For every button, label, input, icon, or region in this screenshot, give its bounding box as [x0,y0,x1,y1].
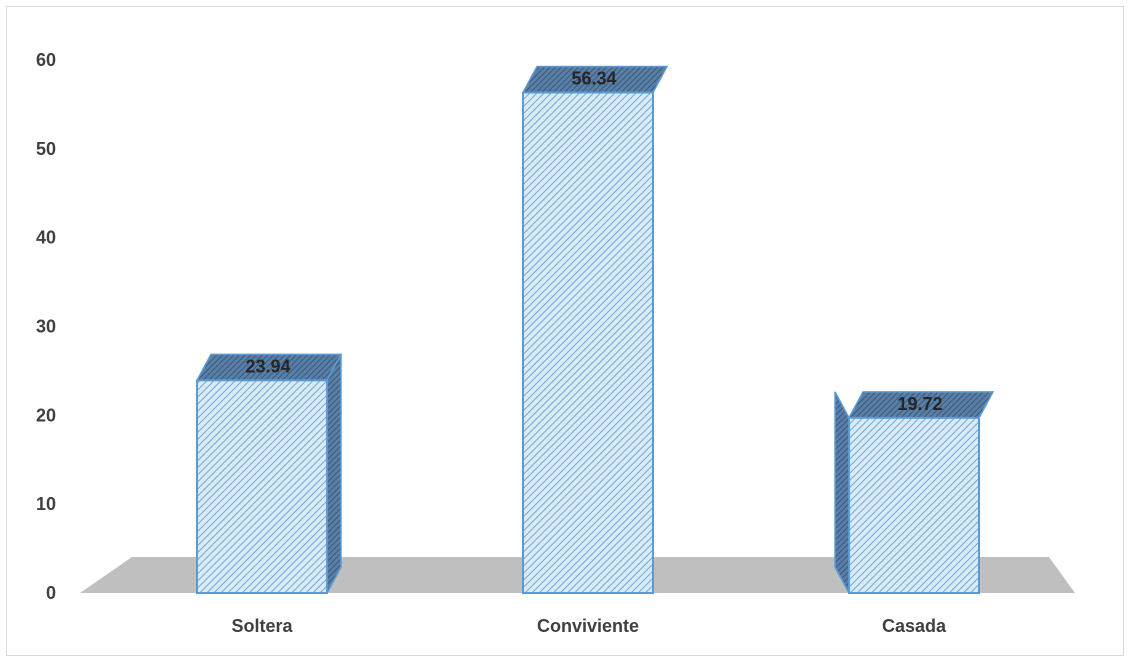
y-tick-label: 40 [36,228,56,248]
bar-front-face [196,379,328,595]
y-tick-label: 50 [36,139,56,159]
y-tick-label: 20 [36,405,56,425]
bar-side-face [834,391,850,594]
data-label: 19.72 [897,394,942,414]
data-label: 23.94 [245,356,290,376]
bar [834,391,995,595]
x-tick-label: Conviviente [537,616,639,636]
x-tick-label: Casada [882,616,947,636]
y-tick-label: 0 [46,583,56,603]
bar [521,65,669,594]
bar-front-face [522,91,654,594]
bar [195,353,343,595]
x-tick-label: Soltera [231,616,293,636]
y-tick-label: 60 [36,50,56,70]
bar-side-face [326,353,342,594]
bar-front-face [848,416,980,595]
y-tick-label: 30 [36,317,56,337]
y-tick-label: 10 [36,494,56,514]
data-label: 56.34 [571,69,616,89]
